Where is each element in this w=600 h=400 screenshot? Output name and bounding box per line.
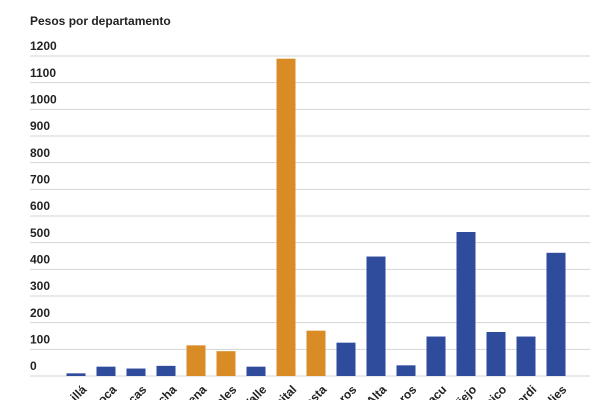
x-tick-label: pital	[272, 382, 299, 400]
bar	[546, 252, 566, 376]
y-tick-label: 700	[30, 173, 50, 187]
bar	[336, 342, 356, 376]
y-tick-label: 200	[30, 306, 50, 320]
x-tick-label: verdi	[509, 382, 539, 400]
bar	[486, 332, 506, 376]
y-tick-label: 600	[30, 199, 50, 213]
y-tick-label: 0	[30, 359, 37, 373]
y-tick-label: 500	[30, 226, 50, 240]
y-tick-label: 800	[30, 146, 50, 160]
y-tick-label: 1200	[30, 39, 57, 53]
bar	[246, 366, 266, 376]
bar	[396, 365, 416, 376]
x-tick-label: ubico	[477, 382, 510, 400]
x-tick-label: Viejo	[449, 382, 479, 400]
x-tick-label: eros	[332, 382, 360, 400]
chart-title: Pesos por departamento	[30, 14, 171, 28]
x-tick-label: Alta	[363, 382, 389, 400]
y-tick-label: 900	[30, 119, 50, 133]
bar	[66, 373, 86, 376]
x-tick-label: Valle	[240, 382, 269, 400]
x-tick-label: ales	[213, 382, 240, 400]
y-tick-label: 1100	[30, 66, 56, 80]
x-tick-label: asta	[302, 382, 329, 400]
y-tick-label: 400	[30, 253, 50, 267]
bar	[126, 368, 146, 376]
x-tick-label: cas	[125, 382, 149, 400]
bar	[186, 345, 206, 376]
bar	[306, 330, 326, 376]
x-tick-label: cha	[155, 382, 180, 400]
y-tick-label: 1000	[30, 93, 57, 107]
x-tick-label: ulies	[540, 382, 569, 400]
bar	[456, 232, 476, 376]
x-tick-label: acu	[425, 382, 450, 400]
y-tick-label: 100	[30, 333, 50, 347]
x-tick-label: roca	[92, 382, 120, 400]
bar	[516, 336, 536, 376]
bar	[366, 256, 386, 376]
bar	[156, 365, 176, 376]
x-tick-label: uena	[180, 382, 210, 400]
x-tick-label: illá	[68, 382, 90, 400]
bar	[216, 351, 236, 376]
bar	[426, 336, 446, 376]
x-tick-label: eros	[392, 382, 420, 400]
y-tick-label: 300	[30, 279, 50, 293]
bar	[96, 366, 116, 376]
bar	[276, 58, 296, 377]
